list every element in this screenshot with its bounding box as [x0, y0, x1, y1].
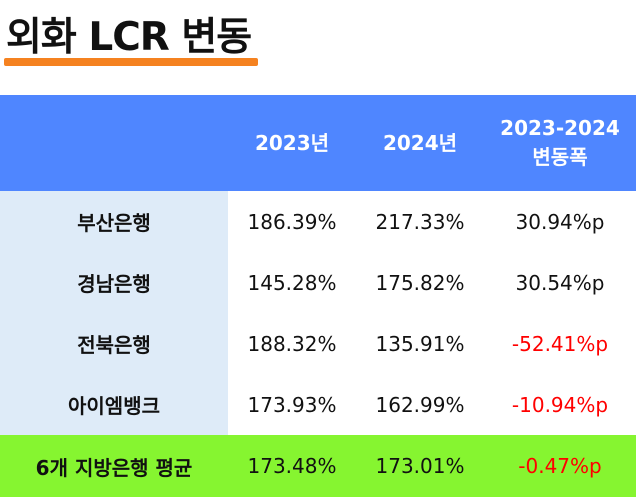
- table-body: 부산은행 186.39% 217.33% 30.94%p 경남은행 145.28…: [0, 191, 636, 497]
- lcr-table: 2023년 2024년 2023-2024 변동폭 부산은행 186.39% 2…: [0, 95, 636, 497]
- value-change: -52.41%p: [511, 331, 609, 356]
- header-2024: 2024년: [356, 95, 484, 191]
- average-change: -0.47%p: [484, 435, 636, 497]
- bank-name: 전북은행: [0, 313, 228, 374]
- value-change: -10.94%p: [511, 392, 609, 417]
- bank-name: 부산은행: [0, 191, 228, 252]
- table-row: 경남은행 145.28% 175.82% 30.54%p: [0, 252, 636, 313]
- title-block: 외화 LCR 변동: [4, 4, 260, 66]
- value-2024: 135.91%: [375, 331, 465, 356]
- table-row: 전북은행 188.32% 135.91% -52.41%p: [0, 313, 636, 374]
- header-row: 2023년 2024년 2023-2024 변동폭: [0, 95, 636, 191]
- title-underline: [4, 58, 258, 66]
- average-row: 6개 지방은행 평균 173.48% 173.01% -0.47%p: [0, 435, 636, 497]
- table-row: 아이엠뱅크 173.93% 162.99% -10.94%p: [0, 374, 636, 435]
- value-change: 30.54%p: [515, 270, 605, 295]
- average-2023: 173.48%: [228, 435, 356, 497]
- header-bank: [0, 95, 228, 191]
- header-change: 2023-2024 변동폭: [484, 95, 636, 191]
- bank-name: 경남은행: [0, 252, 228, 313]
- value-2023: 186.39%: [247, 209, 337, 234]
- value-2024: 217.33%: [375, 209, 465, 234]
- value-2024: 175.82%: [375, 270, 465, 295]
- average-2024: 173.01%: [356, 435, 484, 497]
- header-2023: 2023년: [228, 95, 356, 191]
- page-title: 외화 LCR 변동: [6, 15, 252, 60]
- value-2023: 173.93%: [247, 392, 337, 417]
- table-row: 부산은행 186.39% 217.33% 30.94%p: [0, 191, 636, 252]
- average-label: 6개 지방은행 평균: [0, 435, 228, 497]
- header-change-line1: 2023-2024: [500, 116, 620, 140]
- value-2023: 188.32%: [247, 331, 337, 356]
- header-change-line2: 변동폭: [532, 145, 588, 169]
- value-2024: 162.99%: [375, 392, 465, 417]
- bank-name: 아이엠뱅크: [0, 374, 228, 435]
- value-change: 30.94%p: [515, 209, 605, 234]
- value-2023: 145.28%: [247, 270, 337, 295]
- table-header: 2023년 2024년 2023-2024 변동폭: [0, 95, 636, 191]
